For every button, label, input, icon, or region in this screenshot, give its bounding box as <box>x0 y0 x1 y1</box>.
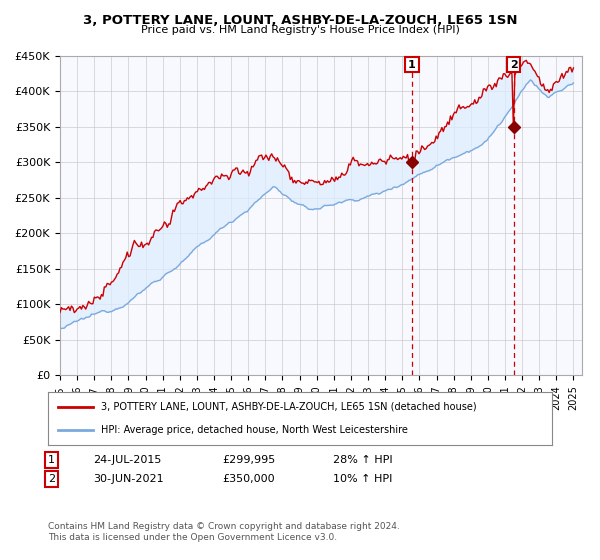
Text: 2: 2 <box>509 59 517 69</box>
Text: Price paid vs. HM Land Registry's House Price Index (HPI): Price paid vs. HM Land Registry's House … <box>140 25 460 35</box>
Text: 30-JUN-2021: 30-JUN-2021 <box>93 474 164 484</box>
Text: 3, POTTERY LANE, LOUNT, ASHBY-DE-LA-ZOUCH, LE65 1SN: 3, POTTERY LANE, LOUNT, ASHBY-DE-LA-ZOUC… <box>83 14 517 27</box>
Text: 10% ↑ HPI: 10% ↑ HPI <box>333 474 392 484</box>
Text: This data is licensed under the Open Government Licence v3.0.: This data is licensed under the Open Gov… <box>48 533 337 542</box>
Text: 28% ↑ HPI: 28% ↑ HPI <box>333 455 392 465</box>
Text: 1: 1 <box>408 59 416 69</box>
Text: 2: 2 <box>48 474 55 484</box>
Text: £350,000: £350,000 <box>222 474 275 484</box>
Text: £299,995: £299,995 <box>222 455 275 465</box>
Text: HPI: Average price, detached house, North West Leicestershire: HPI: Average price, detached house, Nort… <box>101 425 408 435</box>
Text: 1: 1 <box>48 455 55 465</box>
Text: 3, POTTERY LANE, LOUNT, ASHBY-DE-LA-ZOUCH, LE65 1SN (detached house): 3, POTTERY LANE, LOUNT, ASHBY-DE-LA-ZOUC… <box>101 402 476 412</box>
Text: 24-JUL-2015: 24-JUL-2015 <box>93 455 161 465</box>
Text: Contains HM Land Registry data © Crown copyright and database right 2024.: Contains HM Land Registry data © Crown c… <box>48 522 400 531</box>
